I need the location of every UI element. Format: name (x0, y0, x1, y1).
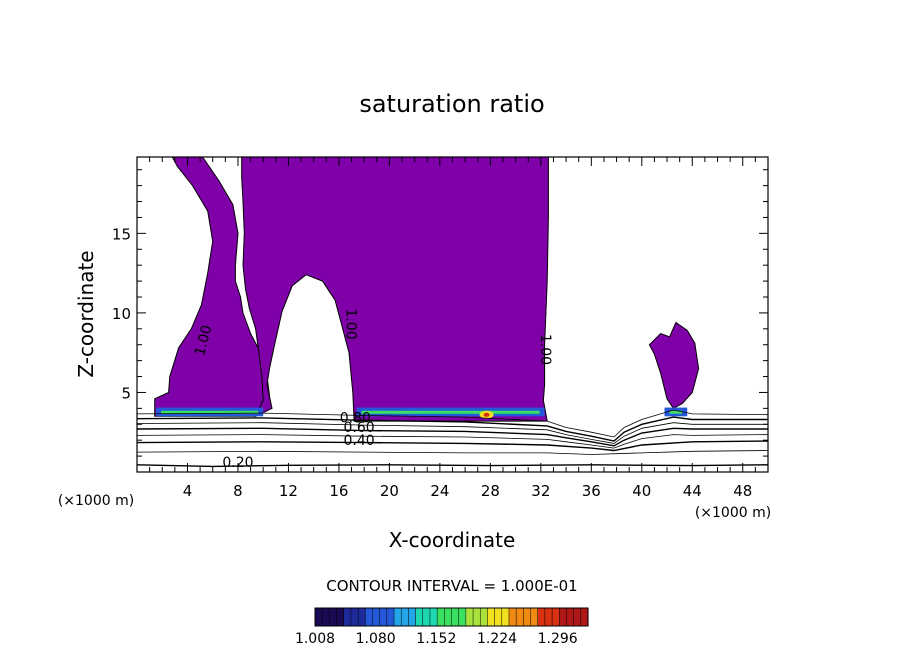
contour-label: 0.80 (340, 411, 371, 427)
colorbar-tick-label: 1.224 (477, 631, 517, 647)
x-tick-label: 12 (279, 482, 298, 500)
colorbar-cell (436, 607, 445, 627)
colorbar-cell (494, 607, 503, 627)
y-tick-label: 10 (112, 305, 131, 323)
max-red (483, 412, 490, 417)
contour-line (137, 427, 768, 447)
x-tick-label: 4 (183, 482, 193, 500)
colorbar-cell (537, 607, 546, 627)
colorbar-cell (551, 607, 560, 627)
colorbar-cell (501, 607, 510, 627)
y-axis-label: Z-coordinate (74, 250, 98, 377)
region-right-cell (648, 321, 700, 410)
contour-line (137, 450, 768, 455)
colorbar-tick-label: 1.080 (356, 631, 396, 647)
x-tick-label: 44 (683, 482, 702, 500)
colorbar-cell (487, 607, 496, 627)
colorbar-cell (472, 607, 481, 627)
x-tick-label: 48 (733, 482, 752, 500)
contour-label: 1.00 (342, 308, 358, 339)
x-tick-label: 28 (481, 482, 500, 500)
x-tick-label: 36 (582, 482, 601, 500)
x-axis-ticks: 4 8 12 16 20 24 28 32 36 40 44 48 (149, 157, 756, 500)
contour-line (137, 416, 768, 442)
colorbar-cell (415, 607, 424, 627)
colorbar-tick-label: 1.008 (295, 631, 335, 647)
colorbar-cell (372, 607, 381, 627)
colorbar-cell (523, 607, 532, 627)
colorbar-cell (515, 607, 524, 627)
colorbar-cell (422, 607, 431, 627)
colorbar-cell (465, 607, 474, 627)
colorbar-cell (444, 607, 453, 627)
contour-line (137, 440, 768, 452)
x-tick-label: 20 (380, 482, 399, 500)
x-tick-label: 24 (430, 482, 449, 500)
colorbar-cell (314, 607, 323, 627)
x-unit-right: (×1000 m) (695, 505, 771, 521)
y-tick-label: 15 (112, 225, 131, 243)
y-tick-label: 5 (121, 384, 131, 402)
colorbar-cell (408, 607, 417, 627)
colorbar-cell (386, 607, 395, 627)
colorbar-cell (508, 607, 517, 627)
y-axis-ticks: 5 10 15 (112, 169, 768, 457)
colorbar-cell (479, 607, 488, 627)
x-tick-label: 32 (531, 482, 550, 500)
colorbar-cell (350, 607, 359, 627)
colorbar-cell (357, 607, 366, 627)
colorbar-cell (530, 607, 539, 627)
colorbar-cell (379, 607, 388, 627)
contour-line (137, 409, 768, 438)
colorbar-tick-label: 1.296 (538, 631, 578, 647)
contour-labels: 1.00 1.001.000.800.600.400.20 (192, 308, 553, 471)
contour-line (137, 434, 768, 449)
contour-label: 0.40 (344, 433, 375, 449)
colorbar-cell (365, 607, 374, 627)
contour-line (137, 422, 768, 444)
contour-label: 0.60 (344, 420, 375, 436)
x-tick-label: 16 (329, 482, 348, 500)
supersaturated-regions (154, 157, 700, 422)
contour-label: 1.00 (192, 323, 216, 357)
contour-label: 1.00 (537, 334, 553, 365)
plot-area (137, 157, 768, 468)
colorbar-cell (393, 607, 402, 627)
x-unit-left: (×1000 m) (58, 493, 134, 509)
band-green (160, 410, 259, 414)
colorbar-cell (451, 607, 460, 627)
colorbar-cell (566, 607, 575, 627)
contour-interval: CONTOUR INTERVAL = 1.000E-01 (326, 577, 577, 595)
colorbar-cell (544, 607, 553, 627)
colorbar-cell (429, 607, 438, 627)
band-green (361, 410, 540, 414)
colorbar-cell (400, 607, 409, 627)
x-axis-label: X-coordinate (389, 528, 516, 552)
band-green (669, 410, 683, 414)
colorbar-cell (559, 607, 567, 627)
colorbar-cell (343, 607, 352, 627)
colorbar-cell (329, 607, 338, 627)
colorbar-cell (321, 607, 330, 627)
colorbar-cell (573, 607, 582, 627)
colorbar-tick-label: 1.152 (416, 631, 456, 647)
x-tick-label: 8 (233, 482, 243, 500)
colorbar-frame (314, 607, 589, 627)
colorbar-cell (458, 607, 467, 627)
high-value-band (155, 407, 688, 419)
colorbar-cell (580, 607, 589, 627)
x-tick-label: 40 (632, 482, 651, 500)
chart-title: saturation ratio (359, 90, 544, 118)
colorbar: 1.008 1.080 1.152 1.224 1.296 (295, 607, 589, 647)
colorbar-cell (336, 607, 345, 627)
region-central-plume (241, 157, 549, 422)
